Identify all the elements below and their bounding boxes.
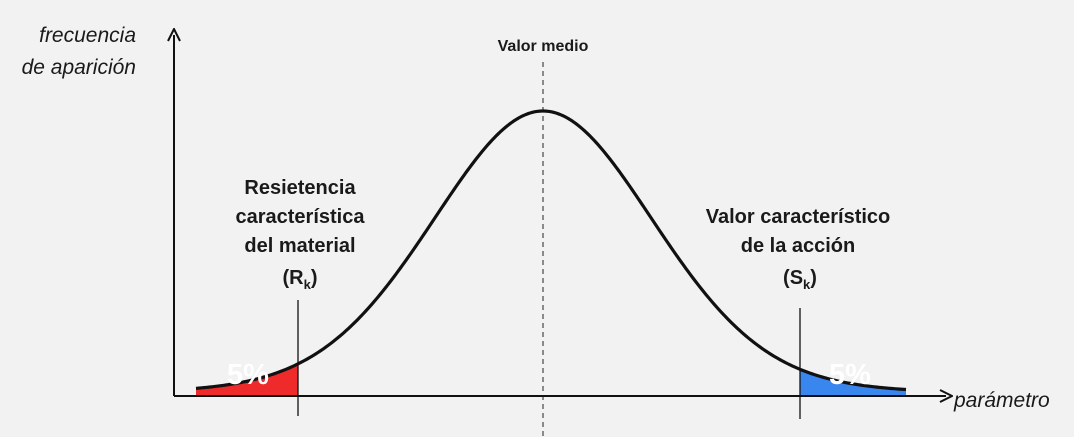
action-tail-area [800, 369, 906, 396]
resistance-label-line3: del material [244, 235, 355, 257]
resistance-tail-percent: 5% [227, 359, 269, 391]
action-symbol-letter: S [790, 267, 803, 289]
action-tail-percent: 5% [829, 359, 871, 391]
y-axis-label-line1: frecuencia [39, 24, 136, 47]
mean-label: Valor medio [498, 38, 589, 55]
resistance-symbol-subscript: k [304, 277, 312, 292]
resistance-tail-area [196, 363, 298, 396]
y-axis-label-line2: de aparición [22, 56, 136, 79]
resistance-label-line1: Resietencia [244, 177, 356, 199]
resistance-label-line2: característica [236, 206, 366, 228]
resistance-symbol: (Rk) [282, 267, 317, 292]
action-label-line1: Valor característico [706, 206, 891, 228]
action-label-line2: de la acción [741, 235, 856, 257]
resistance-symbol-letter: R [289, 267, 304, 289]
distribution-curve [195, 109, 907, 392]
action-symbol-subscript: k [803, 277, 811, 292]
action-symbol: (Sk) [783, 267, 817, 292]
x-axis-label: parámetro [953, 389, 1050, 412]
